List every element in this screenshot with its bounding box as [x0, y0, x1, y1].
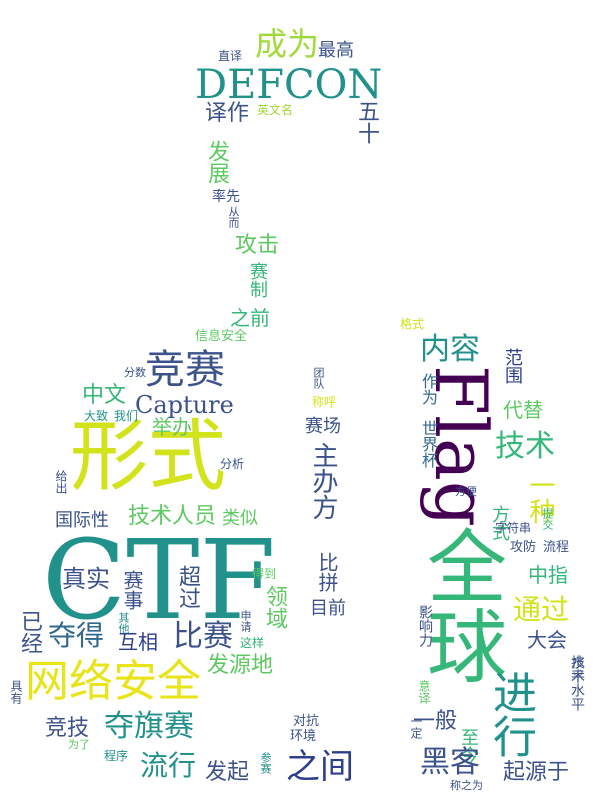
- cloud-word: 进行: [485, 670, 536, 758]
- cloud-word: 格式: [400, 317, 425, 331]
- cloud-word: 技术: [495, 429, 555, 464]
- cloud-word: 英文名: [257, 103, 294, 117]
- cloud-word: 提交: [541, 508, 554, 530]
- cloud-word: 一定: [409, 715, 423, 739]
- cloud-word: DEFCON: [195, 62, 383, 108]
- cloud-word: 称呼: [312, 395, 337, 409]
- cloud-word: 流程: [543, 540, 570, 555]
- cloud-word: 发源地: [207, 653, 274, 678]
- cloud-word: 目前: [310, 598, 346, 619]
- cloud-word: 互相: [118, 630, 158, 654]
- cloud-word: Capture: [135, 391, 234, 419]
- cloud-word: 程序: [104, 749, 129, 763]
- cloud-word: 通过: [513, 593, 570, 626]
- cloud-word: 水平: [569, 655, 585, 683]
- cloud-word: 团队: [312, 367, 325, 389]
- cloud-word: 大致: [84, 409, 109, 423]
- cloud-word: 竞赛: [145, 347, 225, 393]
- cloud-word: 竞技: [45, 716, 90, 741]
- cloud-word: 大会: [527, 628, 567, 652]
- cloud-word: 夺得: [48, 619, 105, 652]
- cloud-word: 主办方: [308, 442, 338, 520]
- cloud-word: 具有: [9, 680, 23, 704]
- cloud-word: 起源于: [503, 760, 570, 785]
- cloud-word: 给出: [54, 470, 68, 494]
- cloud-word: 意译: [417, 680, 431, 704]
- cloud-word: 网络安全: [25, 656, 201, 707]
- cloud-word: 发起: [205, 760, 250, 785]
- cloud-word: 流行: [140, 749, 197, 782]
- cloud-word: 中指: [528, 563, 568, 587]
- cloud-word: 影响力: [417, 605, 433, 647]
- cloud-word: 类似: [222, 508, 258, 529]
- cloud-word: CTF: [42, 516, 276, 644]
- cloud-word: 直译: [218, 49, 243, 63]
- cloud-word: 分析: [220, 457, 245, 471]
- cloud-word: 方便: [455, 485, 477, 498]
- cloud-word: 技术人员: [128, 504, 217, 529]
- cloud-word: 我们: [114, 409, 139, 423]
- cloud-word: 世界杯: [419, 420, 438, 468]
- cloud-word: 译作: [205, 101, 250, 126]
- cloud-word: 代替: [503, 398, 543, 422]
- cloud-word: 形式: [70, 412, 227, 502]
- cloud-word: 申请: [239, 610, 252, 632]
- cloud-word: 一般: [413, 709, 458, 734]
- cloud-word: 范围: [502, 348, 523, 384]
- cloud-word: 参赛: [259, 752, 272, 774]
- cloud-word: 对抗: [293, 714, 320, 729]
- cloud-word: 字符串: [495, 521, 532, 535]
- cloud-word: 信息安全: [195, 329, 248, 344]
- cloud-word: 一种: [525, 472, 555, 524]
- cloud-word: 内容: [420, 332, 480, 367]
- cloud-word: 成为: [255, 25, 320, 63]
- cloud-word: 赛制: [247, 262, 268, 298]
- cloud-word: 这样: [240, 636, 265, 650]
- cloud-word: 国际性: [55, 510, 109, 531]
- cloud-word: 赛事: [120, 570, 144, 610]
- cloud-word: 之间: [286, 747, 354, 787]
- cloud-word: Flag: [419, 365, 503, 527]
- cloud-word: 夺旗赛: [104, 709, 194, 744]
- cloud-word: 方式: [489, 505, 510, 541]
- cloud-word: 五十: [354, 100, 379, 144]
- cloud-word: 中文: [82, 383, 127, 408]
- cloud-word: 之前: [230, 306, 270, 330]
- cloud-word: 比赛: [173, 619, 233, 654]
- cloud-word: 攻防: [510, 540, 537, 555]
- cloud-word: 举办: [152, 415, 192, 439]
- cloud-word: 称之为: [450, 779, 483, 792]
- cloud-word: 为了: [68, 738, 90, 751]
- cloud-word: 得到: [252, 567, 277, 581]
- cloud-word: 赛场: [305, 416, 341, 437]
- cloud-word: 环境: [290, 729, 317, 744]
- cloud-word: 至今: [458, 728, 479, 764]
- cloud-word: 最高: [318, 40, 354, 61]
- cloud-word: 已经: [17, 610, 42, 654]
- cloud-word: 超过: [175, 565, 200, 609]
- cloud-word: 分数: [124, 366, 146, 379]
- cloud-word: 发展: [204, 140, 229, 184]
- cloud-word: 其他: [117, 612, 130, 634]
- cloud-word: 黑客: [420, 745, 480, 780]
- cloud-word: 作为: [419, 373, 438, 405]
- cloud-word: 技术水平: [569, 655, 585, 711]
- cloud-word: 率先: [212, 189, 240, 205]
- cloud-word: 从而: [227, 206, 240, 228]
- cloud-word: 全球: [414, 525, 507, 685]
- cloud-word: 攻击: [235, 233, 280, 258]
- cloud-word: 比拼: [315, 552, 339, 592]
- cloud-word: 领域: [262, 585, 287, 629]
- cloud-word: 真实: [62, 565, 110, 593]
